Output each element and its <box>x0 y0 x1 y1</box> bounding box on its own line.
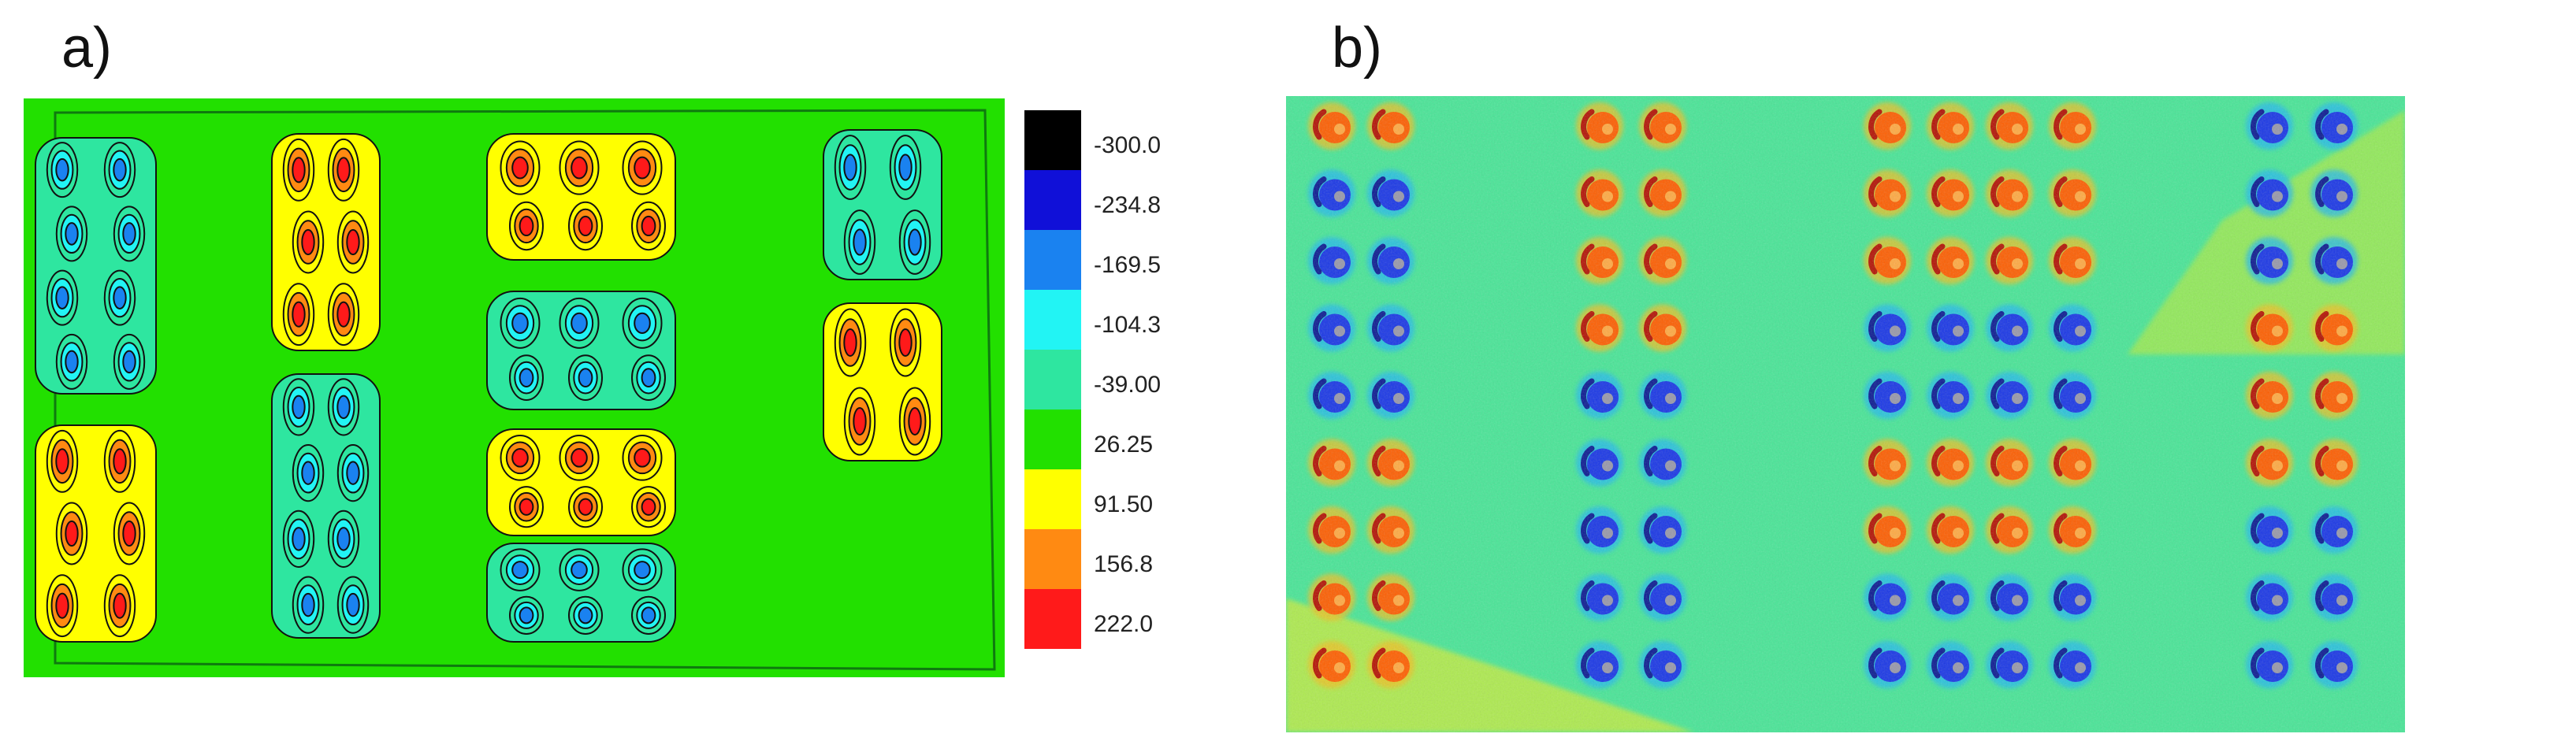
a-g3-r0-c2-bot-level-2 <box>641 215 656 237</box>
a-g3-r0-c0-top-level-2 <box>511 156 529 180</box>
a-g0-upper-c1-b3-level-2 <box>122 350 136 374</box>
colorbar-a-tick-1: -234.8 <box>1094 192 1161 218</box>
a-g1-lower-c0-b1-level-2 <box>301 461 315 485</box>
a-g3-r3-c2-top-level-2 <box>634 561 651 580</box>
a-g0-lower-c0-b2-level-2 <box>55 592 69 619</box>
a-g3-r2-c0-top-level-2 <box>511 447 529 468</box>
colorbar-a-band-5 <box>1024 410 1081 469</box>
a-g3-r0-c2-top-level-2 <box>634 156 651 180</box>
a-g3-r3-c0-top-level-2 <box>511 561 529 580</box>
a-g0-upper-c1-b2-level-2 <box>113 286 127 309</box>
a-g3-r2-c2-top-level-2 <box>634 447 651 468</box>
colorbar-a-tick-7: 156.8 <box>1094 551 1153 577</box>
panel-b-label: b) <box>1332 17 1383 80</box>
colorbar-a-tick-3: -104.3 <box>1094 312 1161 338</box>
a-g0-lower-c1-b0-level-2 <box>113 448 127 475</box>
a-g3-r3-c2-bot-level-2 <box>641 606 656 624</box>
a-group0-upper-envelope <box>35 137 157 395</box>
colorbar-a-band-3 <box>1024 290 1081 350</box>
a-g3-r1-c2-bot-level-2 <box>641 368 656 387</box>
a-g3-upper-c1-b1-level-2 <box>908 228 922 256</box>
a-g1-upper-c0-b0-level-2 <box>292 157 306 183</box>
a-g1-lower-c1-b2-level-2 <box>336 527 351 551</box>
colorbar-a-tick-0: -300.0 <box>1094 132 1161 158</box>
colorbar-a-band-4 <box>1024 350 1081 410</box>
panel-a-label: a) <box>61 17 113 80</box>
a-g0-lower-c1-b1-level-2 <box>122 520 136 547</box>
colorbar-a-tick-5: 26.25 <box>1094 432 1153 458</box>
a-g3-r0-c1-bot-level-2 <box>578 215 593 237</box>
colorbar-a-band-8 <box>1024 589 1081 649</box>
a-g3-r1-c0-top-level-2 <box>511 312 529 334</box>
a-g1-upper-c0-b1-level-2 <box>301 228 315 256</box>
colorbar-a-band-7 <box>1024 529 1081 589</box>
a-g3-upper-c0-b1-level-2 <box>853 228 867 256</box>
a-g3-lower-c0-b1-level-2 <box>853 407 867 435</box>
panel-a-contours <box>35 129 942 643</box>
colorbar-a-band-0 <box>1024 110 1081 170</box>
a-g0-upper-c0-b2-level-2 <box>55 286 69 309</box>
a-g0-upper-c0-b1-level-2 <box>65 222 79 246</box>
a-g3-r2-c1-bot-level-2 <box>578 498 593 516</box>
a-g3-lower-c0-b0-level-2 <box>843 328 857 357</box>
a-g0-lower-c1-b2-level-2 <box>113 592 127 619</box>
a-g3-r0-c1-top-level-2 <box>571 156 588 180</box>
a-g3-r3-c1-bot-level-2 <box>578 606 593 624</box>
a-g1-upper-c1-b0-level-2 <box>336 157 351 183</box>
a-g3-r1-c0-bot-level-2 <box>519 368 534 387</box>
a-g3-r1-c2-top-level-2 <box>634 312 651 334</box>
a-g0-lower-c0-b0-level-2 <box>55 448 69 475</box>
a-g3-r2-c1-top-level-2 <box>571 447 588 468</box>
a-g1-upper-c1-b2-level-2 <box>336 301 351 328</box>
a-g1-upper-c0-b2-level-2 <box>292 301 306 328</box>
a-g3-r0-c0-bot-level-2 <box>519 215 534 237</box>
a-g3-r3-c1-top-level-2 <box>571 561 588 580</box>
colorbar-a-tick-6: 91.50 <box>1094 491 1153 517</box>
panel-a: -300.0 -234.8 -169.5 -104.3 -39.00 26.25 91.50… <box>24 98 1161 677</box>
colorbar-a-tick-4: -39.00 <box>1094 372 1161 398</box>
a-g1-upper-c1-b1-level-2 <box>346 228 360 256</box>
a-g3-lower-c1-b0-level-2 <box>898 328 913 357</box>
a-g0-upper-c0-b0-level-2 <box>55 158 69 182</box>
a-g3-upper-c1-b0-level-2 <box>898 154 913 181</box>
a-g1-lower-c0-b2-level-2 <box>292 527 306 551</box>
a-g1-lower-c1-b1-level-2 <box>346 461 360 485</box>
a-g1-lower-c1-b0-level-2 <box>336 395 351 420</box>
colorbar-a: -300.0 -234.8 -169.5 -104.3 -39.00 26.25 91.50… <box>1024 110 1161 649</box>
colorbar-a-band-1 <box>1024 170 1081 230</box>
panel-b <box>1286 96 2405 732</box>
a-g1-lower-c1-b3-level-2 <box>346 592 360 617</box>
a-g3-r3-c0-bot-level-2 <box>519 606 534 624</box>
colorbar-a-band-2 <box>1024 230 1081 290</box>
a-g3-r1-c1-bot-level-2 <box>578 368 593 387</box>
colorbar-a-band-6 <box>1024 469 1081 529</box>
a-g0-upper-c1-b0-level-2 <box>113 158 127 182</box>
a-g1-lower-c0-b0-level-2 <box>292 395 306 420</box>
a-g3-r2-c2-bot-level-2 <box>641 498 656 516</box>
a-group1-lower-envelope <box>271 373 381 639</box>
a-g3-r2-c0-bot-level-2 <box>519 498 534 516</box>
a-g3-lower-c1-b1-level-2 <box>908 407 922 435</box>
a-g3-r1-c1-top-level-2 <box>571 312 588 334</box>
colorbar-a-tick-8: 222.0 <box>1094 611 1153 637</box>
a-g0-upper-c0-b3-level-2 <box>65 350 79 374</box>
a-g3-upper-c0-b0-level-2 <box>843 154 857 181</box>
colorbar-a-tick-2: -169.5 <box>1094 252 1161 278</box>
a-g0-upper-c1-b1-level-2 <box>122 222 136 246</box>
a-g1-lower-c0-b3-level-2 <box>301 592 315 617</box>
panel-b-noise <box>1286 96 2405 732</box>
a-g0-lower-c0-b1-level-2 <box>65 520 79 547</box>
